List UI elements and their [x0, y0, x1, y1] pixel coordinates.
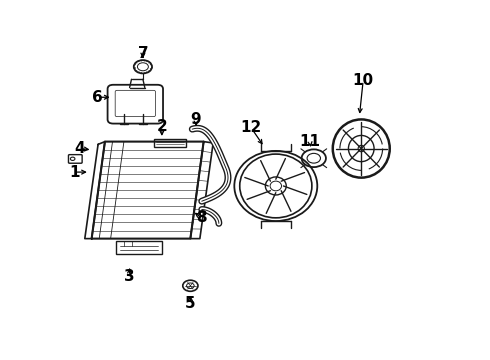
Text: 11: 11 — [299, 134, 320, 149]
Text: 1: 1 — [69, 165, 80, 180]
Text: 10: 10 — [353, 73, 374, 88]
Text: 4: 4 — [74, 141, 85, 156]
Text: 7: 7 — [138, 46, 148, 61]
Bar — [116, 242, 162, 254]
Text: 9: 9 — [191, 112, 201, 127]
Text: 6: 6 — [92, 90, 103, 105]
Bar — [154, 139, 186, 147]
Text: 3: 3 — [124, 269, 135, 284]
Text: 12: 12 — [241, 120, 262, 135]
Text: 2: 2 — [156, 119, 167, 134]
Text: 8: 8 — [196, 210, 207, 225]
Text: 5: 5 — [185, 296, 196, 311]
